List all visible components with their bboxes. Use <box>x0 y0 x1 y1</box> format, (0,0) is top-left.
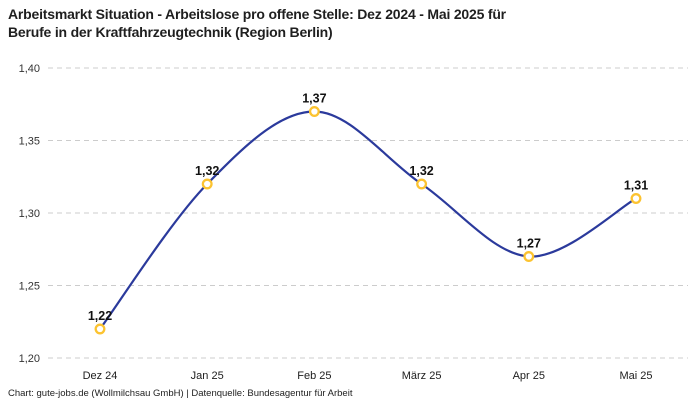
x-tick-label: Dez 24 <box>83 370 118 382</box>
data-point-label: 1,22 <box>88 309 112 323</box>
y-tick-label: 1,40 <box>19 63 40 75</box>
x-tick-label: Feb 25 <box>297 370 331 382</box>
data-point-marker <box>201 178 213 190</box>
x-tick-label: März 25 <box>402 370 442 382</box>
y-tick-label: 1,35 <box>19 136 40 148</box>
x-tick-label: Apr 25 <box>513 370 545 382</box>
data-point-marker <box>308 106 320 117</box>
chart-credit: Chart: gute-jobs.de (Wollmilchsau GmbH) … <box>8 388 353 399</box>
y-tick-label: 1,30 <box>19 208 40 220</box>
data-point-marker <box>630 193 642 204</box>
x-tick-label: Jan 25 <box>191 370 224 382</box>
data-point-label: 1,37 <box>302 92 326 106</box>
data-point-label: 1,32 <box>195 164 219 178</box>
chart-title-line-2: Berufe in der Kraftfahrzeugtechnik (Regi… <box>8 24 333 40</box>
chart-title-line-1: Arbeitsmarkt Situation - Arbeitslose pro… <box>8 6 506 22</box>
data-point-label: 1,32 <box>409 164 433 178</box>
y-tick-label: 1,25 <box>19 281 40 293</box>
data-point-marker <box>94 323 106 335</box>
y-tick-label: 1,20 <box>19 353 40 365</box>
data-point-label: 1,27 <box>517 237 541 251</box>
data-point-marker <box>416 178 428 190</box>
x-tick-label: Mai 25 <box>619 370 652 382</box>
data-point-label: 1,31 <box>624 179 648 193</box>
chart-title: Arbeitsmarkt Situation - Arbeitslose pro… <box>8 5 506 41</box>
series-line <box>98 110 638 331</box>
data-point-marker <box>523 251 535 262</box>
